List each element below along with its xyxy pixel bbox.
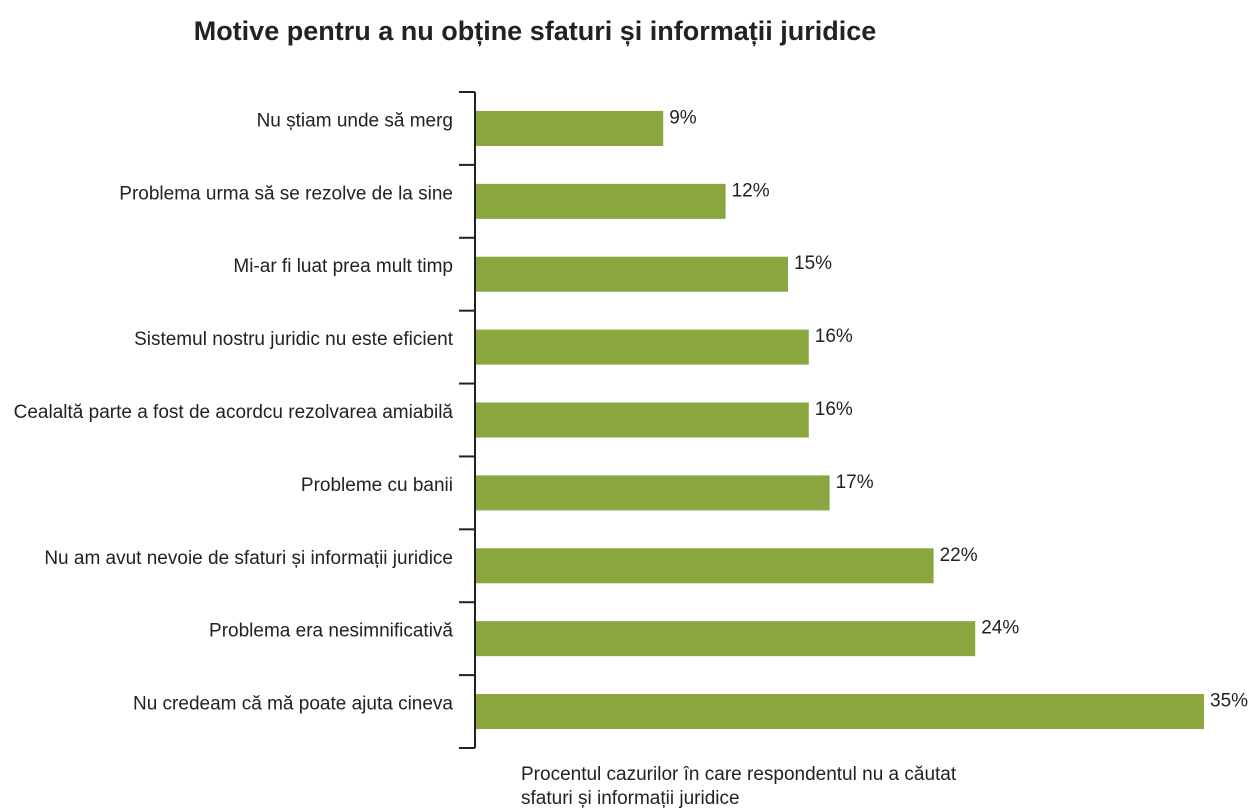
value-label: 35% bbox=[1210, 691, 1248, 712]
bar bbox=[476, 475, 830, 511]
category-label: Cealaltă parte a fost de acordcu rezolva… bbox=[14, 402, 454, 423]
category-label: Problema urma să se rezolve de la sine bbox=[119, 183, 453, 204]
category-label: Nu credeam că mă poate ajuta cineva bbox=[133, 694, 453, 715]
value-label: 12% bbox=[732, 180, 770, 201]
category-label: Probleme cu banii bbox=[301, 475, 453, 496]
x-axis-label-line-1: Procentul cazurilor în care respondentul… bbox=[521, 764, 957, 785]
category-label: Sistemul nostru juridic nu este eficient bbox=[134, 329, 454, 350]
bar bbox=[476, 621, 976, 657]
bar bbox=[476, 110, 664, 146]
category-label: Nu am avut nevoie de sfaturi și informaț… bbox=[44, 548, 453, 569]
value-label: 24% bbox=[981, 618, 1019, 639]
category-label: Mi-ar fi luat prea mult timp bbox=[233, 256, 453, 277]
bar bbox=[476, 183, 726, 219]
y-axis bbox=[459, 91, 476, 749]
value-label: 16% bbox=[815, 326, 853, 347]
bar bbox=[476, 694, 1204, 730]
category-label: Nu știam unde să merg bbox=[257, 110, 453, 131]
x-axis-label-line-2: sfaturi și informații juridice bbox=[521, 788, 740, 809]
value-label: 15% bbox=[794, 253, 832, 274]
bar bbox=[476, 329, 809, 365]
value-label: 16% bbox=[815, 399, 853, 420]
bar bbox=[476, 256, 788, 292]
value-label: 22% bbox=[940, 545, 978, 566]
value-label: 17% bbox=[836, 472, 874, 493]
category-label: Problema era nesimnificativă bbox=[209, 621, 453, 642]
bars-layer bbox=[476, 110, 1204, 730]
chart-title: Motive pentru a nu obține sfaturi și inf… bbox=[194, 16, 877, 46]
labels-layer: Nu știam unde să merg 9% Problema urma să … bbox=[14, 107, 1248, 714]
bar bbox=[476, 402, 809, 438]
bar bbox=[476, 548, 934, 584]
value-label: 9% bbox=[669, 107, 697, 128]
